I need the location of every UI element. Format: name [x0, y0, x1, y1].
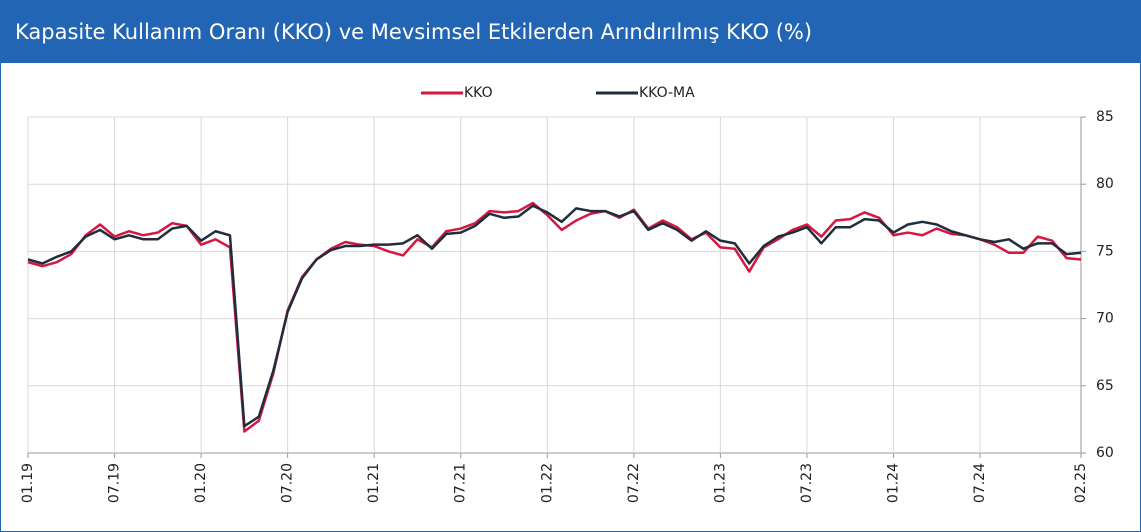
y-tick-label: 70: [1096, 311, 1114, 327]
x-tick-label: 07.19: [107, 463, 123, 503]
x-tick-label: 01.23: [712, 463, 728, 503]
y-tick-label: 65: [1096, 378, 1114, 394]
x-tick-label: 07.22: [626, 463, 642, 503]
chart: 60 65 70 75 80 85 01.19 07.19 01.20 07.20 01.21 07.…: [20, 85, 1114, 503]
x-tick-label: 01.19: [20, 463, 36, 503]
x-tick-label: 07.21: [453, 463, 469, 503]
y-tick-label: 75: [1096, 243, 1114, 259]
legend-label: KKO-MA: [639, 85, 695, 101]
x-tick-label: 02.25: [1073, 463, 1089, 503]
x-tick-label: 07.20: [280, 463, 296, 503]
x-tick-label: 01.20: [193, 463, 209, 503]
x-tick-label: 01.22: [539, 463, 555, 503]
legend-label: KKO: [464, 85, 493, 101]
series-line: [27, 204, 1082, 428]
y-tick-label: 80: [1096, 176, 1114, 192]
x-tick-label: 07.23: [799, 463, 815, 503]
y-tick-label: 85: [1096, 109, 1114, 125]
x-tick-label: 01.24: [885, 463, 901, 503]
x-tick-label: 01.21: [366, 463, 382, 503]
x-tick-label: 07.24: [972, 463, 988, 503]
y-tick-label: 60: [1096, 445, 1114, 461]
series-line: [27, 201, 1082, 433]
chart-title: Kapasite Kullanım Oranı (KKO) ve Mevsims…: [1, 1, 1140, 63]
